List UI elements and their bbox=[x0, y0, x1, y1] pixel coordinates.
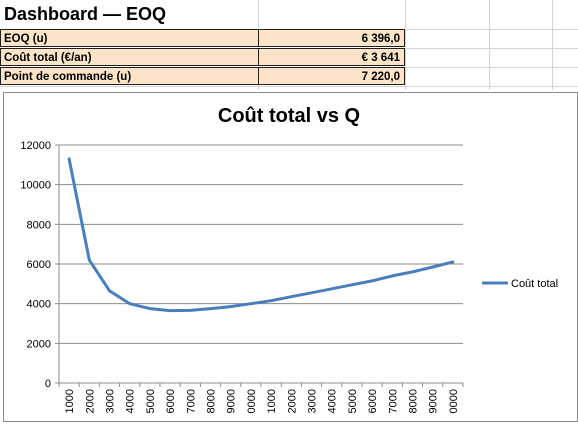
x-tick-label: 0000 bbox=[246, 389, 258, 413]
x-tick-label: 7000 bbox=[185, 389, 197, 413]
grid-line bbox=[552, 0, 553, 90]
kpi-label-cell[interactable]: Point de commande (u) bbox=[0, 67, 259, 85]
kpi-label-cell[interactable]: Coût total (€/an) bbox=[0, 48, 259, 66]
y-tick-label: 0 bbox=[45, 378, 51, 390]
x-tick-label: 1000 bbox=[266, 389, 278, 413]
x-tick-label: 4000 bbox=[327, 389, 339, 413]
grid-line bbox=[405, 0, 406, 90]
x-tick-label: 2000 bbox=[286, 389, 298, 413]
y-tick-label: 8000 bbox=[27, 219, 51, 231]
x-tick-label: 9000 bbox=[428, 389, 440, 413]
chart-title: Coût total vs Q bbox=[218, 105, 360, 127]
x-tick-label: 8000 bbox=[408, 389, 420, 413]
x-tick-label: 8000 bbox=[206, 389, 218, 413]
chart-object[interactable]: Coût total vs Q 0 2000 4000 6000 8000 10000 12… bbox=[3, 92, 578, 422]
x-tick-label: 6000 bbox=[165, 389, 177, 413]
kpi-value-cell[interactable]: 6 396,0 bbox=[258, 29, 405, 47]
y-tick-label: 2000 bbox=[27, 338, 51, 350]
y-tick-label: 6000 bbox=[27, 259, 51, 271]
x-tick-label: 0000 bbox=[448, 389, 460, 413]
kpi-value-cell[interactable]: 7 220,0 bbox=[258, 67, 405, 85]
legend-label: Coût total bbox=[511, 278, 558, 290]
line-chart: Coût total vs Q 0 2000 4000 6000 8000 10000 12… bbox=[20, 105, 558, 413]
chart-series bbox=[67, 157, 455, 313]
y-tick-label: 12000 bbox=[20, 140, 51, 152]
x-tick-label: 5000 bbox=[145, 389, 157, 413]
x-axis-labels: 1000 2000 3000 4000 5000 6000 7000 8000 9000 0000… bbox=[64, 389, 460, 413]
x-tick-label: 2000 bbox=[84, 389, 96, 413]
grid-line bbox=[0, 86, 578, 87]
kpi-row-total-cost: Coût total (€/an) € 3 641 bbox=[0, 48, 405, 67]
x-tick-label: 7000 bbox=[387, 389, 399, 413]
x-tick-label: 6000 bbox=[367, 389, 379, 413]
kpi-row-reorder-point: Point de commande (u) 7 220,0 bbox=[0, 67, 405, 86]
kpi-value-cell[interactable]: € 3 641 bbox=[258, 48, 405, 66]
x-tick-label: 3000 bbox=[307, 389, 319, 413]
chart-gridlines bbox=[59, 144, 463, 344]
y-tick-label: 10000 bbox=[20, 180, 51, 192]
chart-axes bbox=[55, 144, 464, 387]
chart-legend[interactable]: Coût total bbox=[482, 278, 558, 290]
kpi-row-eoq: EOQ (u) 6 396,0 bbox=[0, 29, 405, 48]
series-line bbox=[67, 157, 455, 313]
y-axis-labels: 0 2000 4000 6000 8000 10000 12000 bbox=[20, 140, 51, 390]
x-tick-label: 4000 bbox=[125, 389, 137, 413]
grid-line bbox=[489, 0, 490, 90]
x-tick-label: 5000 bbox=[347, 389, 359, 413]
x-tick-label: 1000 bbox=[64, 389, 76, 413]
kpi-label-cell[interactable]: EOQ (u) bbox=[0, 29, 259, 47]
x-tick-label: 3000 bbox=[105, 389, 117, 413]
y-tick-label: 4000 bbox=[27, 299, 51, 311]
sheet-title[interactable]: Dashboard — EOQ bbox=[4, 4, 167, 24]
x-tick-label: 9000 bbox=[226, 389, 238, 413]
